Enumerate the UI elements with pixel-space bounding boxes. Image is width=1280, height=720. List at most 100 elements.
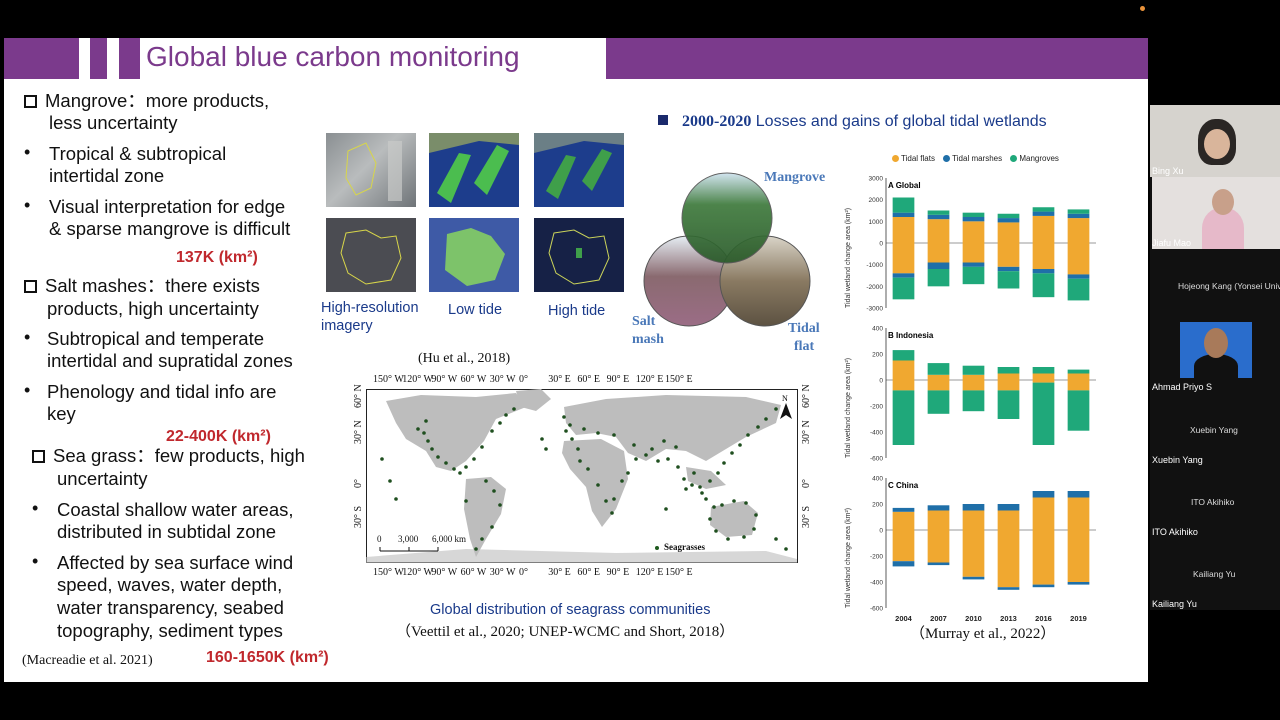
bar-segment — [892, 360, 915, 380]
seagrass-bullet-1: Coastal shallow water areas, — [57, 499, 294, 520]
seagrass-point — [472, 457, 476, 461]
participant-tile-bing[interactable]: Bing Xu — [1150, 105, 1280, 177]
mangrove-bullet-1b: intertidal zone — [49, 165, 165, 186]
seagrass-bullet-2c: water transparency, seabed — [57, 597, 284, 618]
bar-segment — [927, 363, 950, 375]
bar-segment — [1067, 278, 1090, 301]
mangrove-bullet-2: Visual interpretation for edge — [49, 196, 286, 217]
seagrass-point — [426, 439, 430, 443]
seagrass-point — [732, 499, 736, 503]
seagrass-point — [444, 461, 448, 465]
bar-segment — [997, 266, 1020, 272]
mangrove-bullet-1: Tropical & subtropical — [49, 143, 227, 164]
bar-segment — [1032, 273, 1055, 298]
bar-segment — [1067, 380, 1090, 391]
y-tick-label: -2000 — [866, 284, 883, 291]
seagrass-point — [596, 431, 600, 435]
highres-image-2 — [326, 218, 416, 292]
bullet-icon: • — [24, 142, 31, 162]
bar-segment — [1032, 497, 1055, 530]
seagrass-point — [490, 525, 494, 529]
participant-name-bing: Bing Xu — [1152, 166, 1184, 176]
bar-segment — [962, 262, 985, 267]
seagrass-point — [474, 547, 478, 551]
participant-tile-jiafu[interactable]: Jiafu Mao — [1152, 177, 1280, 249]
legend-tidal-marshes-icon — [943, 155, 951, 162]
bullet-icon: • — [32, 551, 39, 571]
lowtide-image-2 — [429, 218, 519, 292]
bar-segment — [892, 380, 915, 391]
bullet-icon: • — [24, 380, 31, 400]
bar-segment — [1032, 243, 1055, 269]
latitude-label: 30° S — [801, 505, 812, 528]
seagrass-point — [568, 423, 572, 427]
seagrass-point — [698, 485, 702, 489]
bar-segment — [997, 218, 1020, 223]
wetland-heading: 2000-2020 Losses and gains of global tid… — [658, 113, 1047, 131]
seagrass-point — [544, 447, 548, 451]
y-tick-label: 0 — [879, 241, 883, 248]
scale-3000: 3,000 — [398, 534, 419, 544]
seagrass-point — [730, 451, 734, 455]
status-dot-icon — [1140, 6, 1145, 11]
bar-segment — [962, 217, 985, 222]
veettil-reference: （Veettil et al., 2020; UNEP-WCMC and Sho… — [396, 624, 735, 640]
venn-tidal-label: Tidal — [788, 321, 820, 336]
seagrass-heading: Sea grass：few products, high — [32, 444, 305, 467]
latitude-label: 60° N — [801, 384, 812, 408]
heading-rest: Losses and gains of global tidal wetland… — [751, 113, 1047, 130]
bar-segment — [927, 505, 950, 511]
longitude-label: 150° E — [665, 567, 693, 578]
longitude-label: 120° W — [402, 374, 433, 385]
bar-segment — [927, 243, 950, 263]
scale-6000: 6,000 km — [432, 534, 467, 544]
seagrass-point — [666, 457, 670, 461]
bar-segment — [892, 507, 915, 512]
bar-segment — [892, 350, 915, 361]
seagrass-map: N — [366, 389, 798, 563]
venn-salt-label: Salt — [632, 314, 656, 329]
participant-tile-ahmad[interactable] — [1180, 322, 1252, 378]
longitude-label: 150° W — [373, 567, 404, 578]
legend-tidal-flats-icon — [892, 155, 899, 162]
longitude-label: 60° W — [460, 374, 487, 385]
y-tick-label: 0 — [879, 528, 883, 535]
seagrass-point — [662, 439, 666, 443]
heading-bold: 2000-2020 — [682, 113, 752, 130]
hightide-shapes — [534, 133, 624, 199]
bar-segment — [997, 504, 1020, 511]
y-tick-label: -400 — [870, 430, 883, 437]
longitude-label: 60° E — [577, 374, 600, 385]
participants-sidebar[interactable]: Bing Xu Jiafu Mao Hojeong Kang (Yonsei U… — [1150, 105, 1280, 610]
seagrass-point — [490, 429, 494, 433]
latitude-label: 30° N — [801, 420, 812, 444]
x-tick-label: 2007 — [930, 614, 947, 623]
checkbox-square-icon — [24, 95, 37, 108]
y-tick-label: 1000 — [869, 219, 884, 226]
seagrass-point — [498, 503, 502, 507]
bar-segment — [1032, 491, 1055, 498]
seagrass-point — [656, 459, 660, 463]
checkbox-square-icon — [24, 280, 37, 293]
x-tick-label: 2013 — [1000, 614, 1017, 623]
seagrass-bullet-2: Affected by sea surface wind — [57, 552, 294, 573]
bar-segment — [962, 390, 985, 412]
seagrass-point — [632, 443, 636, 447]
longitude-label: 30° E — [548, 374, 571, 385]
longitude-label: 120° E — [635, 567, 664, 578]
bar-segment — [997, 587, 1020, 590]
bar-segment — [1067, 530, 1090, 582]
seagrass-point — [742, 535, 746, 539]
video-bing-face — [1204, 129, 1230, 159]
seagrass-point — [612, 433, 616, 437]
lowtide-blob — [445, 228, 505, 286]
hightide-image-1 — [534, 133, 624, 207]
x-tick-label: 2004 — [895, 614, 913, 623]
seagrass-point — [394, 497, 398, 501]
seagrass-point — [610, 511, 614, 515]
bar-segment — [1032, 530, 1055, 585]
bar-segment — [892, 530, 915, 562]
seagrass-point — [464, 465, 468, 469]
map-caption: Global distribution of seagrass communit… — [430, 602, 711, 618]
bar-segment — [997, 213, 1020, 219]
